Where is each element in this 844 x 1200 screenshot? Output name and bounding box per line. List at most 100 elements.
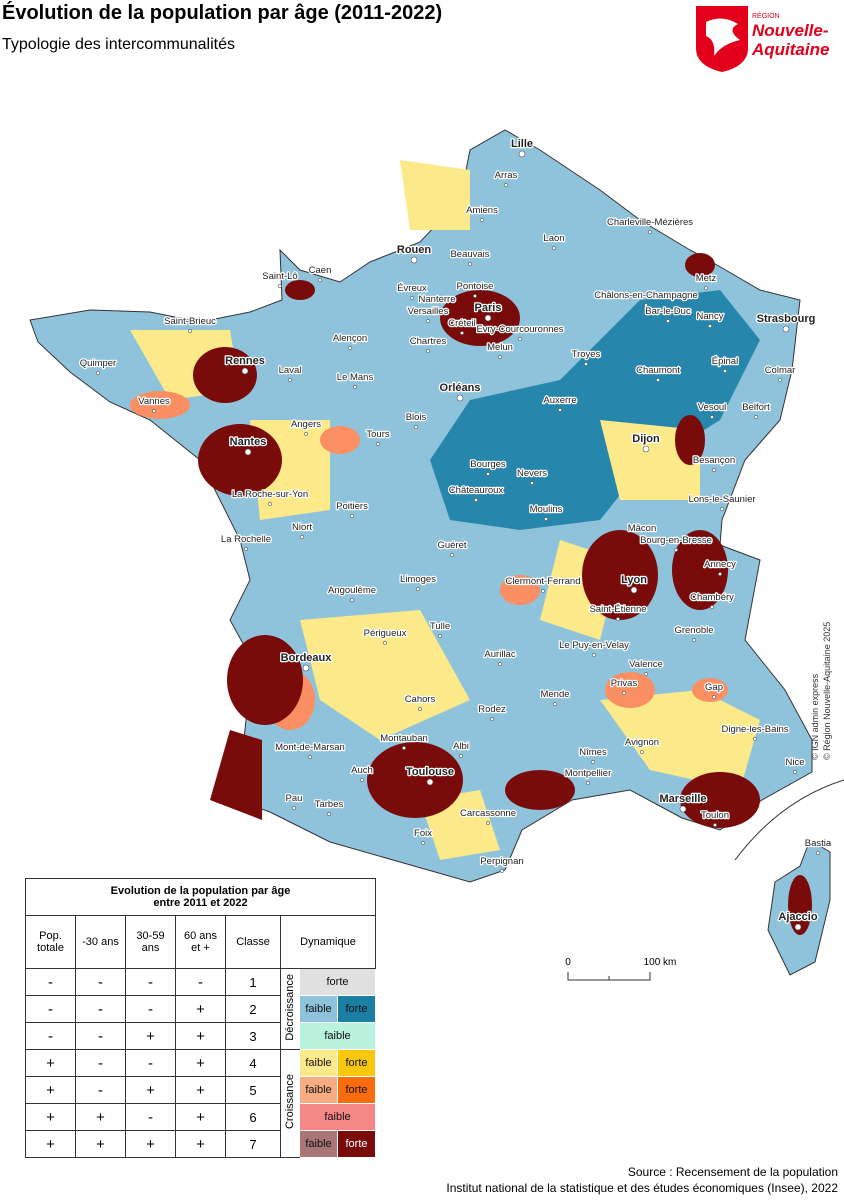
legend-sign: - [75, 995, 126, 1023]
city-label: Vesoul [698, 402, 727, 413]
city-dot [518, 337, 522, 341]
source: Source : Recensement de la population In… [446, 1164, 838, 1196]
legend-swatch: faible [299, 1076, 338, 1104]
city-dot [644, 672, 648, 676]
city-dot [468, 262, 472, 266]
city-dot [402, 746, 406, 750]
city-label: Avignon [625, 737, 659, 748]
legend-sign: - [25, 1022, 76, 1050]
legend-title-line: entre 2011 et 2022 [153, 897, 248, 909]
city-label: Foix [414, 828, 432, 839]
legend-swatch: forte [299, 968, 376, 996]
legend-swatch: faible [299, 1130, 338, 1158]
city-label: Rouen [397, 244, 432, 256]
city-dot [630, 586, 638, 594]
city-label: Strasbourg [757, 313, 816, 325]
legend-title-line: Evolution de la population par âge [110, 885, 291, 897]
city-dot [553, 702, 557, 706]
city-dot [268, 502, 272, 506]
city-label: Gap [705, 682, 723, 693]
city-label: Bourges [470, 459, 506, 470]
city-label: Saint-Brieuc [164, 316, 216, 327]
city-label: Mont-de-Marsan [275, 742, 345, 753]
legend-title: Evolution de la population par âge entre … [25, 878, 376, 916]
legend-sign: + [175, 1103, 226, 1131]
legend-swatch: forte [337, 995, 376, 1023]
central-decline [430, 290, 760, 530]
scale-bar [567, 972, 651, 981]
city-label: Aurillac [484, 649, 515, 660]
city-dot [244, 547, 248, 551]
city-label: Grenoble [674, 625, 713, 636]
city-dot [586, 781, 590, 785]
city-label: Tarbes [315, 799, 344, 810]
logo-text: Nouvelle- [752, 21, 829, 40]
city-label: Angoulême [328, 585, 376, 596]
legend-swatch: forte [337, 1049, 376, 1077]
city-dot [460, 331, 464, 335]
city-dot [642, 445, 650, 453]
city-dot [500, 869, 504, 873]
city-label: Clermont-Ferrand [506, 576, 581, 587]
city-dot [450, 553, 454, 557]
city-dot [708, 324, 712, 328]
city-dot [754, 415, 758, 419]
city-label: Charleville-Mézières [607, 217, 693, 228]
legend-row: + + - +6 faible [25, 1103, 376, 1131]
city-dot [504, 183, 508, 187]
city-label: Saint-Lô [262, 271, 297, 282]
city-dot [674, 548, 678, 552]
legend-sign: - [25, 968, 76, 996]
city-dot [438, 634, 442, 638]
city-label: Valence [629, 659, 663, 670]
legend-classe: 4 [225, 1049, 281, 1077]
legend-swatch: faible [299, 995, 338, 1023]
legend-sign: + [25, 1130, 76, 1158]
city-dot [498, 662, 502, 666]
city-label: Saint-Étienne [589, 604, 646, 615]
city-dot [350, 598, 354, 602]
city-label: Guéret [437, 540, 466, 551]
city-dot [640, 536, 644, 540]
city-label: Rodez [478, 704, 506, 715]
city-dot [292, 806, 296, 810]
city-label: Alençon [333, 333, 367, 344]
city-dot [558, 408, 562, 412]
city-dot [152, 409, 156, 413]
city-label: Beauvais [450, 249, 489, 260]
city-label: Toulouse [406, 766, 454, 778]
city-dot [816, 851, 820, 855]
city-dot [541, 589, 545, 593]
city-label: Vannes [138, 396, 170, 407]
legend-column: -30 ans [75, 915, 126, 969]
city-label: Bar-le-Duc [645, 306, 691, 317]
city-label: Montauban [380, 733, 428, 744]
city-dot [418, 707, 422, 711]
city-label: Cahors [405, 694, 436, 705]
legend-sign: + [175, 1049, 226, 1077]
city-dot [704, 286, 708, 290]
legend-column: 30-59 ans [125, 915, 176, 969]
city-dot [350, 514, 354, 518]
city-label: Auxerre [543, 395, 576, 406]
city-dot [622, 691, 626, 695]
city-label: Nantes [230, 436, 267, 448]
legend-swatch: faible [299, 1103, 376, 1131]
city-dot [327, 812, 331, 816]
city-dot [490, 717, 494, 721]
logo: RÉGION Nouvelle- Aquitaine [696, 6, 829, 72]
title: Évolution de la population par âge (2011… [2, 2, 443, 24]
legend-table: Evolution de la population par âge entre … [25, 878, 376, 1158]
legend-sign: - [125, 995, 176, 1023]
city-dot [348, 346, 352, 350]
legend-row: + - - +4 Croissance faible forte [25, 1049, 376, 1158]
city-dot [782, 325, 790, 333]
city-dot [753, 737, 757, 741]
city-label: Le Mans [337, 372, 374, 383]
legend-sign: + [75, 1103, 126, 1131]
legend-row: - - - -1 Décroissance forte [25, 968, 376, 1050]
legend-sign: - [125, 1103, 176, 1131]
city-dot [421, 841, 425, 845]
city-label: Chartres [410, 336, 447, 347]
